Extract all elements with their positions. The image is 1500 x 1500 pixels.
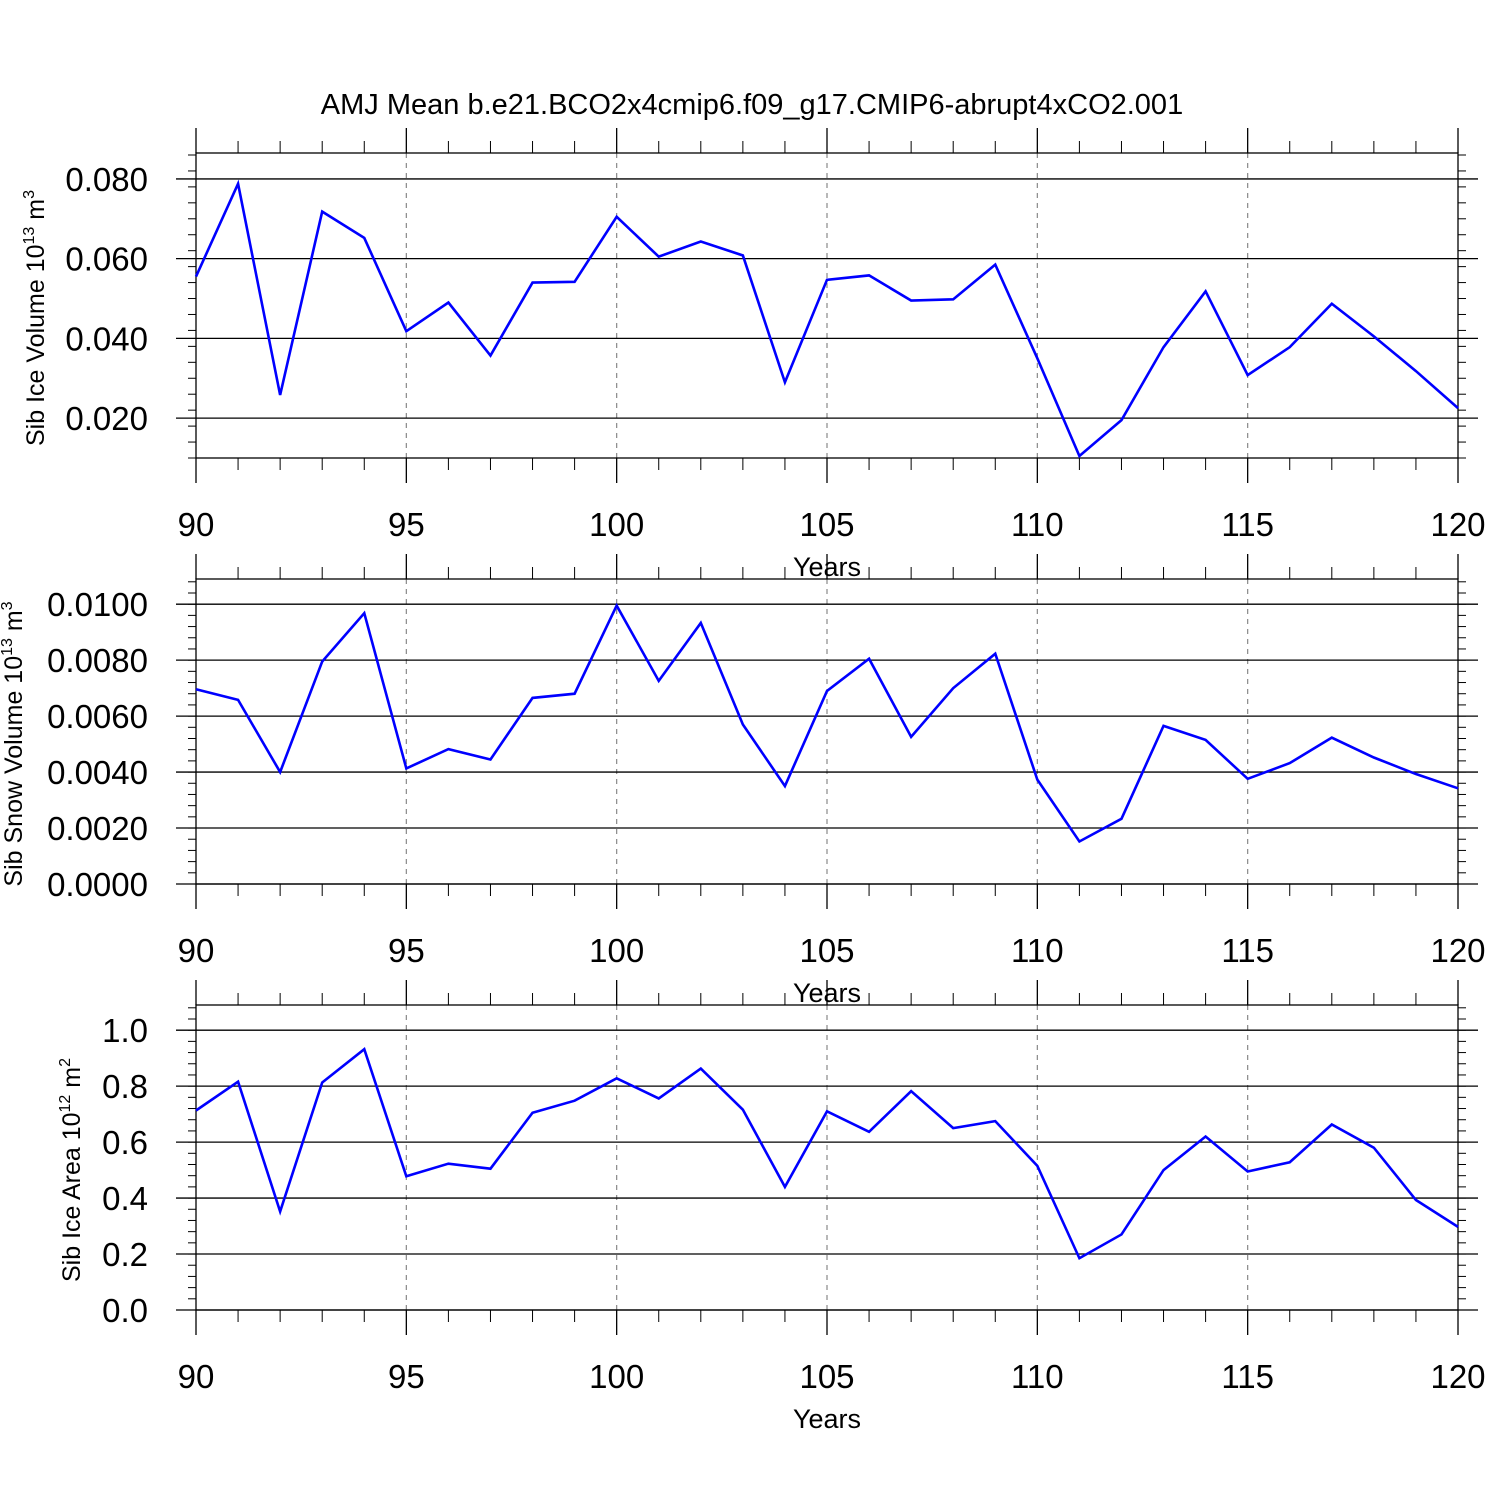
x-tick-label: 90 (178, 932, 215, 969)
x-tick-label: 110 (1011, 932, 1064, 969)
x-tick-label: 90 (178, 506, 215, 543)
x-tick-label: 105 (799, 506, 854, 543)
x-tick-label: 90 (178, 1358, 215, 1395)
y-tick-label: 0.020 (65, 400, 148, 437)
x-tick-label: 120 (1430, 932, 1485, 969)
x-tick-label: 120 (1430, 1358, 1485, 1395)
x-tick-label: 100 (589, 932, 644, 969)
x-tick-label: 100 (589, 506, 644, 543)
y-axis-label: Sib Ice Area 1012 m2 (57, 1058, 86, 1282)
x-tick-label: 115 (1221, 506, 1274, 543)
y-tick-label: 0.0 (102, 1292, 148, 1329)
x-tick-label: 100 (589, 1358, 644, 1395)
y-tick-label: 0.0080 (47, 642, 148, 679)
x-tick-label: 95 (388, 932, 425, 969)
x-tick-label: 95 (388, 506, 425, 543)
y-axis-label: Sib Ice Volume 1013 m3 (21, 190, 50, 446)
y-tick-label: 0.0000 (47, 866, 148, 903)
x-tick-label: 110 (1011, 506, 1064, 543)
y-tick-label: 0.0100 (47, 586, 148, 623)
chart-panel-3: 0.0 0.2 0.4 0.6 0.8 1.0 90 95 100 105 110 115 120 Yea… (57, 980, 1486, 1434)
y-tick-label: 0.040 (65, 320, 148, 357)
y-tick-label: 0.2 (102, 1236, 148, 1273)
x-tick-label: 105 (799, 932, 854, 969)
y-tick-label: 0.0040 (47, 754, 148, 791)
x-tick-label: 95 (388, 1358, 425, 1395)
y-tick-label: 1.0 (102, 1012, 148, 1049)
chart-title: AMJ Mean b.e21.BCO2x4cmip6.f09_g17.CMIP6… (321, 89, 1183, 121)
x-axis-label: Years (793, 1404, 861, 1434)
y-tick-label: 0.4 (102, 1180, 148, 1217)
x-tick-label: 110 (1011, 1358, 1064, 1395)
y-tick-label: 0.0020 (47, 810, 148, 847)
x-tick-label: 105 (799, 1358, 854, 1395)
y-axis-label: Sib Snow Volume 1013 m3 (0, 601, 28, 886)
x-tick-label: 115 (1221, 1358, 1274, 1395)
y-tick-label: 0.0060 (47, 698, 148, 735)
x-tick-label: 120 (1430, 506, 1485, 543)
x-tick-label: 115 (1221, 932, 1274, 969)
y-tick-label: 0.6 (102, 1124, 148, 1161)
chart-panel-2: 0.0000 0.0020 0.0040 0.0060 0.0080 0.0100 90 95… (0, 554, 1486, 1008)
y-tick-label: 0.080 (65, 161, 148, 198)
y-tick-label: 0.8 (102, 1068, 148, 1105)
y-tick-label: 0.060 (65, 241, 148, 278)
